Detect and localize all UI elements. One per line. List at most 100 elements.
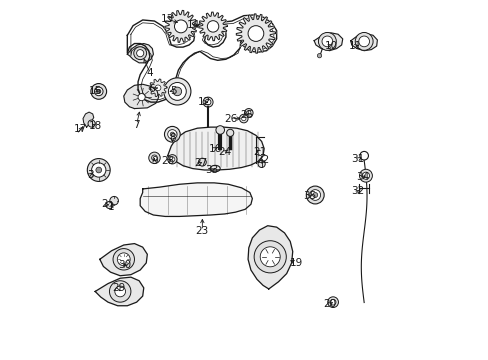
Circle shape	[198, 158, 206, 166]
Circle shape	[309, 190, 320, 201]
Circle shape	[117, 253, 130, 266]
Circle shape	[305, 186, 324, 204]
Polygon shape	[164, 10, 197, 42]
Circle shape	[113, 249, 134, 270]
Text: 15: 15	[88, 86, 102, 96]
Polygon shape	[149, 79, 166, 96]
Circle shape	[246, 111, 250, 115]
Circle shape	[168, 82, 186, 100]
Text: 18: 18	[88, 121, 102, 131]
Text: 9: 9	[151, 157, 158, 166]
Text: 27: 27	[194, 158, 207, 168]
Text: 19: 19	[289, 258, 302, 268]
Polygon shape	[123, 84, 159, 109]
Circle shape	[155, 85, 161, 91]
Polygon shape	[140, 183, 252, 216]
Text: 3: 3	[87, 170, 93, 180]
Circle shape	[91, 163, 106, 177]
Circle shape	[151, 155, 157, 161]
Text: 33: 33	[204, 165, 218, 175]
Polygon shape	[313, 33, 342, 51]
Circle shape	[247, 26, 263, 41]
Text: 5: 5	[169, 86, 176, 96]
Circle shape	[96, 167, 102, 173]
Circle shape	[203, 97, 213, 107]
Circle shape	[97, 89, 101, 94]
Text: 31: 31	[351, 154, 364, 164]
Circle shape	[174, 20, 187, 33]
Text: 13: 13	[161, 14, 174, 24]
Polygon shape	[167, 127, 264, 170]
Text: 22: 22	[256, 156, 269, 165]
Text: 29: 29	[112, 283, 125, 293]
Text: 7: 7	[133, 120, 140, 130]
Circle shape	[362, 172, 369, 179]
Circle shape	[359, 169, 372, 182]
Text: 23: 23	[195, 226, 208, 236]
Polygon shape	[247, 226, 292, 289]
Circle shape	[109, 281, 131, 302]
Text: 4: 4	[146, 68, 153, 78]
Circle shape	[358, 36, 369, 47]
Circle shape	[134, 47, 146, 60]
Circle shape	[317, 54, 321, 58]
Circle shape	[318, 32, 336, 50]
Circle shape	[138, 94, 145, 101]
Circle shape	[136, 50, 143, 57]
Text: 21: 21	[252, 147, 265, 157]
Circle shape	[106, 202, 113, 208]
Circle shape	[244, 109, 253, 117]
Polygon shape	[100, 244, 147, 276]
Circle shape	[239, 114, 247, 123]
Circle shape	[170, 132, 174, 136]
Text: 17: 17	[74, 124, 87, 134]
Text: 12: 12	[198, 97, 211, 107]
Text: 25: 25	[240, 110, 253, 120]
Text: 11: 11	[348, 41, 361, 51]
Text: 1: 1	[108, 202, 115, 212]
Circle shape	[94, 87, 103, 96]
Circle shape	[169, 157, 175, 162]
Text: 30: 30	[118, 260, 131, 270]
Text: 14: 14	[187, 19, 200, 30]
Circle shape	[216, 126, 224, 134]
Polygon shape	[198, 12, 227, 41]
Text: 34: 34	[356, 172, 369, 182]
Circle shape	[91, 84, 106, 99]
Circle shape	[207, 21, 218, 32]
Text: 8: 8	[169, 133, 175, 143]
Text: 26: 26	[224, 113, 237, 123]
Polygon shape	[83, 112, 94, 127]
Text: 16: 16	[208, 144, 222, 154]
Circle shape	[354, 32, 372, 50]
Circle shape	[110, 197, 118, 205]
Circle shape	[163, 78, 190, 105]
Polygon shape	[127, 44, 153, 63]
Circle shape	[241, 116, 245, 121]
Circle shape	[327, 297, 338, 307]
Circle shape	[164, 126, 180, 142]
Circle shape	[260, 247, 280, 267]
Circle shape	[87, 158, 110, 181]
Circle shape	[312, 193, 317, 198]
Text: 2: 2	[101, 199, 107, 209]
Circle shape	[167, 155, 177, 164]
Circle shape	[258, 160, 264, 167]
Polygon shape	[350, 33, 377, 51]
Text: 28: 28	[161, 157, 174, 166]
Text: 24: 24	[218, 147, 231, 157]
Circle shape	[205, 99, 210, 105]
Text: 20: 20	[322, 299, 335, 309]
Text: 10: 10	[324, 41, 337, 51]
Circle shape	[115, 286, 125, 297]
Text: 32: 32	[351, 186, 364, 197]
Circle shape	[226, 129, 233, 136]
Text: 35: 35	[302, 191, 316, 201]
Circle shape	[148, 152, 160, 163]
Circle shape	[173, 87, 181, 96]
Text: 6: 6	[148, 84, 155, 94]
Circle shape	[322, 36, 332, 47]
Circle shape	[254, 241, 285, 273]
Polygon shape	[236, 14, 275, 53]
Circle shape	[167, 130, 177, 139]
